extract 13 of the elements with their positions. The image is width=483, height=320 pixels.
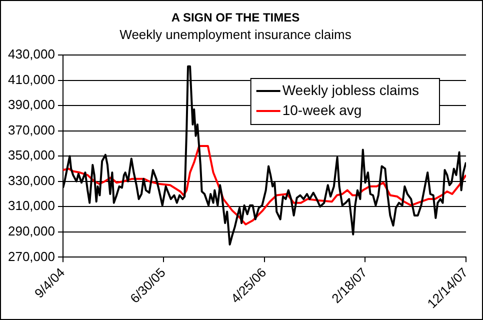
y-tick-label: 430,000 xyxy=(8,46,55,62)
y-tick-label: 350,000 xyxy=(8,148,55,163)
y-tick-label: 290,000 xyxy=(8,223,55,238)
y-tick-label: 310,000 xyxy=(8,198,55,214)
y-tick-label: 390,000 xyxy=(8,97,55,112)
chart-title: A SIGN OF THE TIMES xyxy=(171,10,300,25)
chart-subtitle: Weekly unemployment insurance claims xyxy=(120,26,352,42)
y-tick-label: 410,000 xyxy=(8,72,55,87)
y-tick-label: 270,000 xyxy=(8,248,55,264)
legend-label: 10-week avg xyxy=(282,102,362,118)
y-tick-label: 370,000 xyxy=(8,122,55,138)
legend-label: Weekly jobless claims xyxy=(282,82,419,98)
y-tick-label: 330,000 xyxy=(8,172,55,188)
